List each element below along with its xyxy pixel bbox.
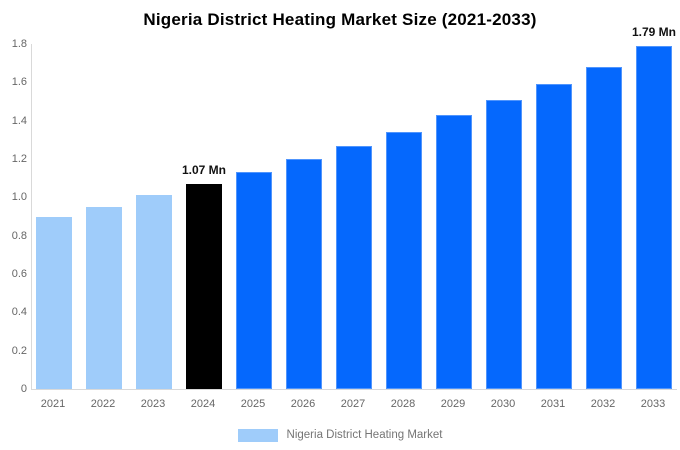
x-tick-2022: 2022 — [90, 398, 116, 410]
bar-2026 — [286, 159, 322, 389]
legend-label: Nigeria District Heating Market — [286, 429, 443, 441]
bar-value-label-2024: 1.07 Mn — [181, 162, 227, 177]
x-tick-2023: 2023 — [140, 398, 166, 410]
x-tick-2026: 2026 — [290, 398, 316, 410]
bar-2033 — [636, 45, 672, 389]
x-tick-2028: 2028 — [390, 398, 416, 410]
legend-swatch — [237, 428, 278, 442]
bar-2032 — [586, 67, 622, 389]
y-tick-1.0: 1.0 — [11, 191, 27, 204]
bar-value-label-2033: 1.79 Mn — [631, 24, 677, 39]
x-tick-2033: 2033 — [640, 398, 666, 410]
y-tick-0.4: 0.4 — [11, 306, 27, 319]
bar-2022 — [86, 206, 122, 389]
bar-2027 — [336, 145, 372, 389]
bar-2029 — [436, 114, 472, 389]
x-tick-2030: 2030 — [490, 398, 516, 410]
y-tick-1.6: 1.6 — [11, 76, 27, 89]
legend: Nigeria District Heating Market — [0, 427, 680, 443]
bar-2028 — [386, 132, 422, 389]
bar-2030 — [486, 99, 522, 389]
y-tick-0.6: 0.6 — [11, 268, 27, 280]
y-tick-0.8: 0.8 — [11, 229, 27, 242]
y-tick-1.4: 1.4 — [11, 114, 27, 127]
x-tick-2021: 2021 — [40, 398, 66, 410]
bar-2024 — [186, 183, 222, 389]
bar-2031 — [536, 84, 572, 389]
x-tick-2032: 2032 — [590, 398, 616, 410]
bar-2023 — [136, 195, 172, 389]
bar-2025 — [236, 172, 272, 389]
chart-title: Nigeria District Heating Market Size (20… — [143, 10, 537, 29]
x-tick-2029: 2029 — [440, 398, 466, 410]
x-tick-2031: 2031 — [540, 398, 566, 410]
y-tick-0: 0 — [20, 383, 27, 395]
bar-2021 — [36, 216, 72, 389]
x-tick-2024: 2024 — [190, 398, 216, 410]
y-tick-0.2: 0.2 — [11, 344, 27, 357]
y-tick-1.2: 1.2 — [11, 153, 27, 165]
plot-area: 1.07 Mn 1.79 Mn — [31, 25, 677, 390]
x-tick-2025: 2025 — [240, 398, 266, 410]
y-tick-1.8: 1.8 — [11, 38, 27, 50]
x-tick-2027: 2027 — [340, 398, 366, 410]
